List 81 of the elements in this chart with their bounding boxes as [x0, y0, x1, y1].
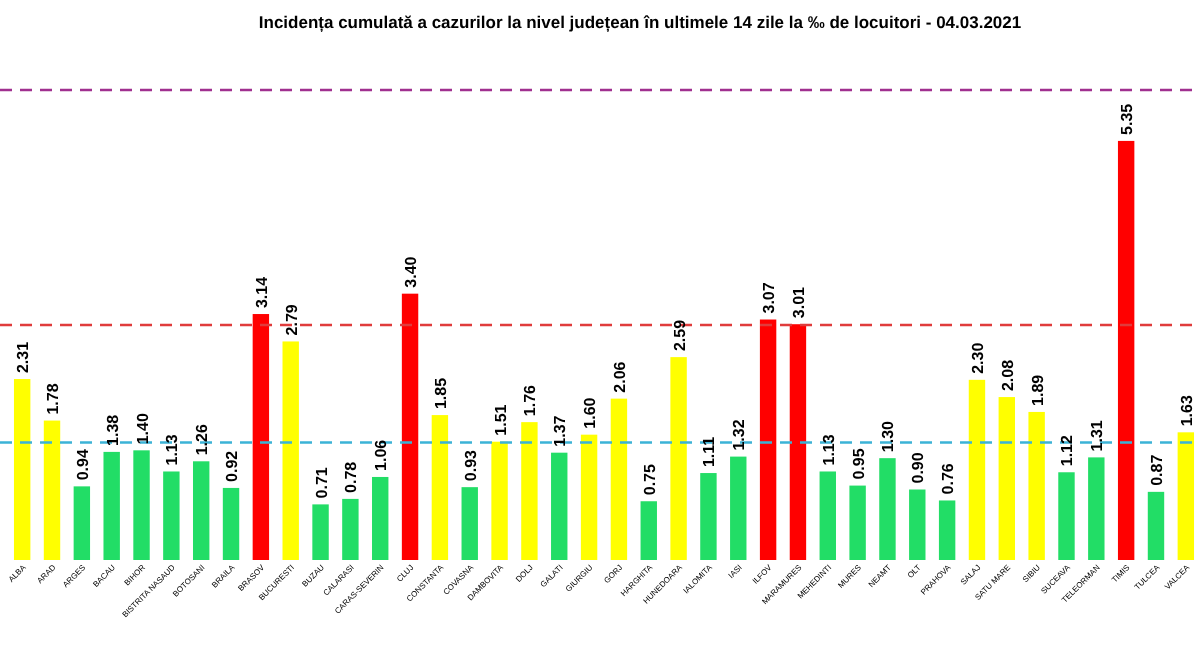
data-label: 2.08 [998, 358, 1017, 392]
bar [700, 473, 717, 560]
bar [849, 485, 866, 560]
data-label: 0.94 [73, 448, 92, 481]
data-label: 1.89 [1028, 373, 1047, 406]
bar [192, 461, 210, 560]
data-label: 0.90 [909, 451, 928, 484]
data-label: 3.40 [402, 255, 421, 288]
data-label: 1.63 [1177, 394, 1196, 427]
data-label: 1.12 [1058, 434, 1077, 467]
bar [759, 319, 777, 560]
bar [13, 379, 31, 560]
data-label: 0.71 [312, 466, 331, 499]
data-label: 2.59 [670, 318, 689, 352]
bar [222, 487, 240, 560]
bar [968, 379, 986, 560]
data-label: 1.38 [103, 413, 122, 446]
data-label: 1.76 [521, 383, 540, 417]
data-label: 0.75 [640, 463, 659, 496]
bar [879, 458, 896, 560]
bar [521, 422, 538, 560]
data-label: 1.40 [133, 412, 152, 445]
bar [461, 487, 478, 560]
data-label: 1.11 [700, 435, 719, 468]
bar [312, 504, 329, 560]
bar [938, 500, 956, 560]
bar [819, 471, 836, 560]
data-label: 1.51 [491, 403, 510, 436]
data-label: 1.60 [581, 396, 600, 429]
data-label: 3.14 [252, 275, 271, 309]
bar [789, 324, 807, 560]
data-label: 2.79 [282, 303, 301, 336]
bar [1147, 491, 1165, 560]
bar [670, 357, 687, 560]
bar [1177, 432, 1195, 560]
data-label: 3.01 [789, 285, 808, 319]
bar [1117, 140, 1135, 560]
bar [610, 398, 628, 560]
bar [282, 341, 299, 560]
bar [252, 314, 270, 560]
bar [909, 489, 926, 560]
bar [1088, 457, 1105, 560]
bar [163, 471, 180, 560]
bar [401, 293, 419, 560]
data-label: 0.78 [342, 460, 361, 493]
bar [103, 451, 120, 560]
data-label: 1.13 [819, 433, 838, 466]
bar [1028, 411, 1045, 560]
data-label: 2.31 [14, 340, 33, 374]
bar [342, 498, 359, 560]
bar [580, 434, 598, 560]
bar [372, 476, 389, 560]
data-label: 1.85 [431, 376, 450, 410]
data-label: 1.26 [193, 423, 212, 456]
bar [431, 415, 449, 560]
bar [551, 452, 568, 560]
data-label: 3.07 [760, 281, 779, 314]
bar [730, 456, 747, 560]
bar [133, 450, 150, 560]
data-label: 0.76 [939, 462, 958, 495]
bar [73, 486, 91, 560]
chart-title: Incidența cumulată a cazurilor la nivel județean în ultimele 14 zile la ‰ de locuitori - 04.03.2021 [258, 12, 1022, 32]
bar [640, 501, 657, 560]
data-label: 1.13 [163, 433, 182, 466]
data-label: 0.93 [461, 448, 480, 482]
data-label: 0.92 [223, 449, 242, 482]
data-label: 0.87 [1147, 453, 1166, 486]
data-label: 1.78 [44, 382, 63, 415]
data-label: 2.06 [610, 360, 629, 393]
data-label: 1.37 [551, 414, 570, 447]
bar [43, 420, 61, 560]
data-label: 1.30 [879, 419, 898, 453]
data-label: 2.30 [968, 341, 987, 374]
data-label: 0.95 [849, 447, 868, 480]
bar [1058, 472, 1075, 560]
data-label: 1.31 [1088, 419, 1107, 452]
bar [491, 441, 508, 560]
data-label: 1.32 [730, 418, 749, 451]
data-label: 1.06 [372, 438, 391, 471]
data-label: 5.35 [1118, 102, 1137, 135]
bar [998, 397, 1016, 560]
